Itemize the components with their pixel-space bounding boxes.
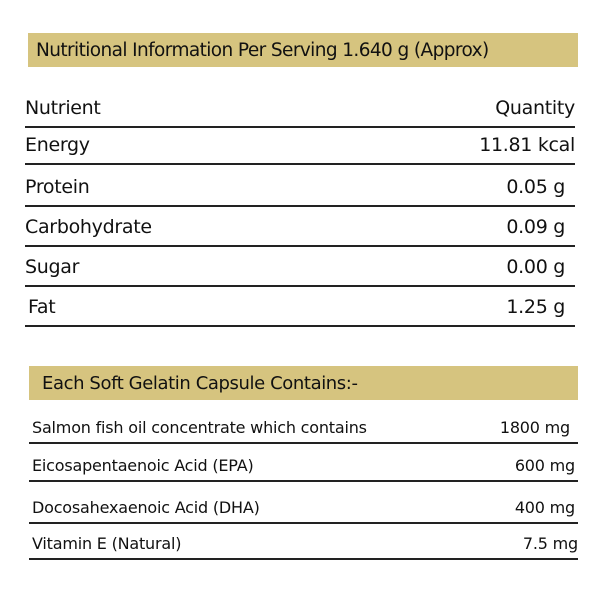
capsule-title-band: Each Soft Gelatin Capsule Contains:-: [29, 366, 578, 400]
capsule-title: Each Soft Gelatin Capsule Contains:-: [42, 372, 358, 394]
nutrient-name: Carbohydrate: [25, 216, 152, 238]
quantity-header: Quantity: [495, 97, 575, 119]
table-row: Docosahexaenoic Acid (DHA) 400 mg: [29, 482, 578, 524]
ingredient-name: Eicosapentaenoic Acid (EPA): [32, 456, 254, 475]
table-row: Salmon fish oil concentrate which contai…: [29, 412, 578, 444]
nutrient-quantity: 0.00 g: [506, 256, 565, 278]
nutrition-title: Nutritional Information Per Serving 1.64…: [36, 39, 489, 61]
nutrient-header: Nutrient: [25, 97, 101, 119]
nutrient-quantity: 1.25 g: [506, 296, 565, 318]
nutrient-name: Protein: [25, 176, 90, 198]
nutrient-quantity: 11.81 kcal: [479, 134, 575, 156]
table-row: Vitamin E (Natural) 7.5 mg: [29, 524, 578, 560]
table-row: Fat 1.25 g: [25, 287, 575, 327]
nutrient-quantity: 0.09 g: [506, 216, 565, 238]
ingredient-amount: 7.5 mg: [522, 534, 578, 553]
nutrient-name: Energy: [25, 134, 90, 156]
nutrient-name: Fat: [28, 296, 56, 318]
table-row: Energy 11.81 kcal: [25, 128, 575, 165]
table-row: Carbohydrate 0.09 g: [25, 207, 575, 247]
ingredient-amount: 600 mg: [514, 456, 575, 475]
nutrient-quantity: 0.05 g: [506, 176, 565, 198]
ingredient-amount: 400 mg: [514, 498, 575, 517]
ingredient-name: Salmon fish oil concentrate which contai…: [32, 418, 367, 437]
table-row: Protein 0.05 g: [25, 165, 575, 207]
ingredient-name: Docosahexaenoic Acid (DHA): [32, 498, 260, 517]
nutrient-name: Sugar: [25, 256, 80, 278]
ingredient-amount: 1800 mg: [499, 418, 570, 437]
table-row: Sugar 0.00 g: [25, 247, 575, 287]
nutrition-title-band: Nutritional Information Per Serving 1.64…: [28, 33, 578, 67]
table-row: Eicosapentaenoic Acid (EPA) 600 mg: [29, 444, 578, 482]
table-header-row: Nutrient Quantity: [25, 90, 575, 128]
ingredient-name: Vitamin E (Natural): [32, 534, 182, 553]
